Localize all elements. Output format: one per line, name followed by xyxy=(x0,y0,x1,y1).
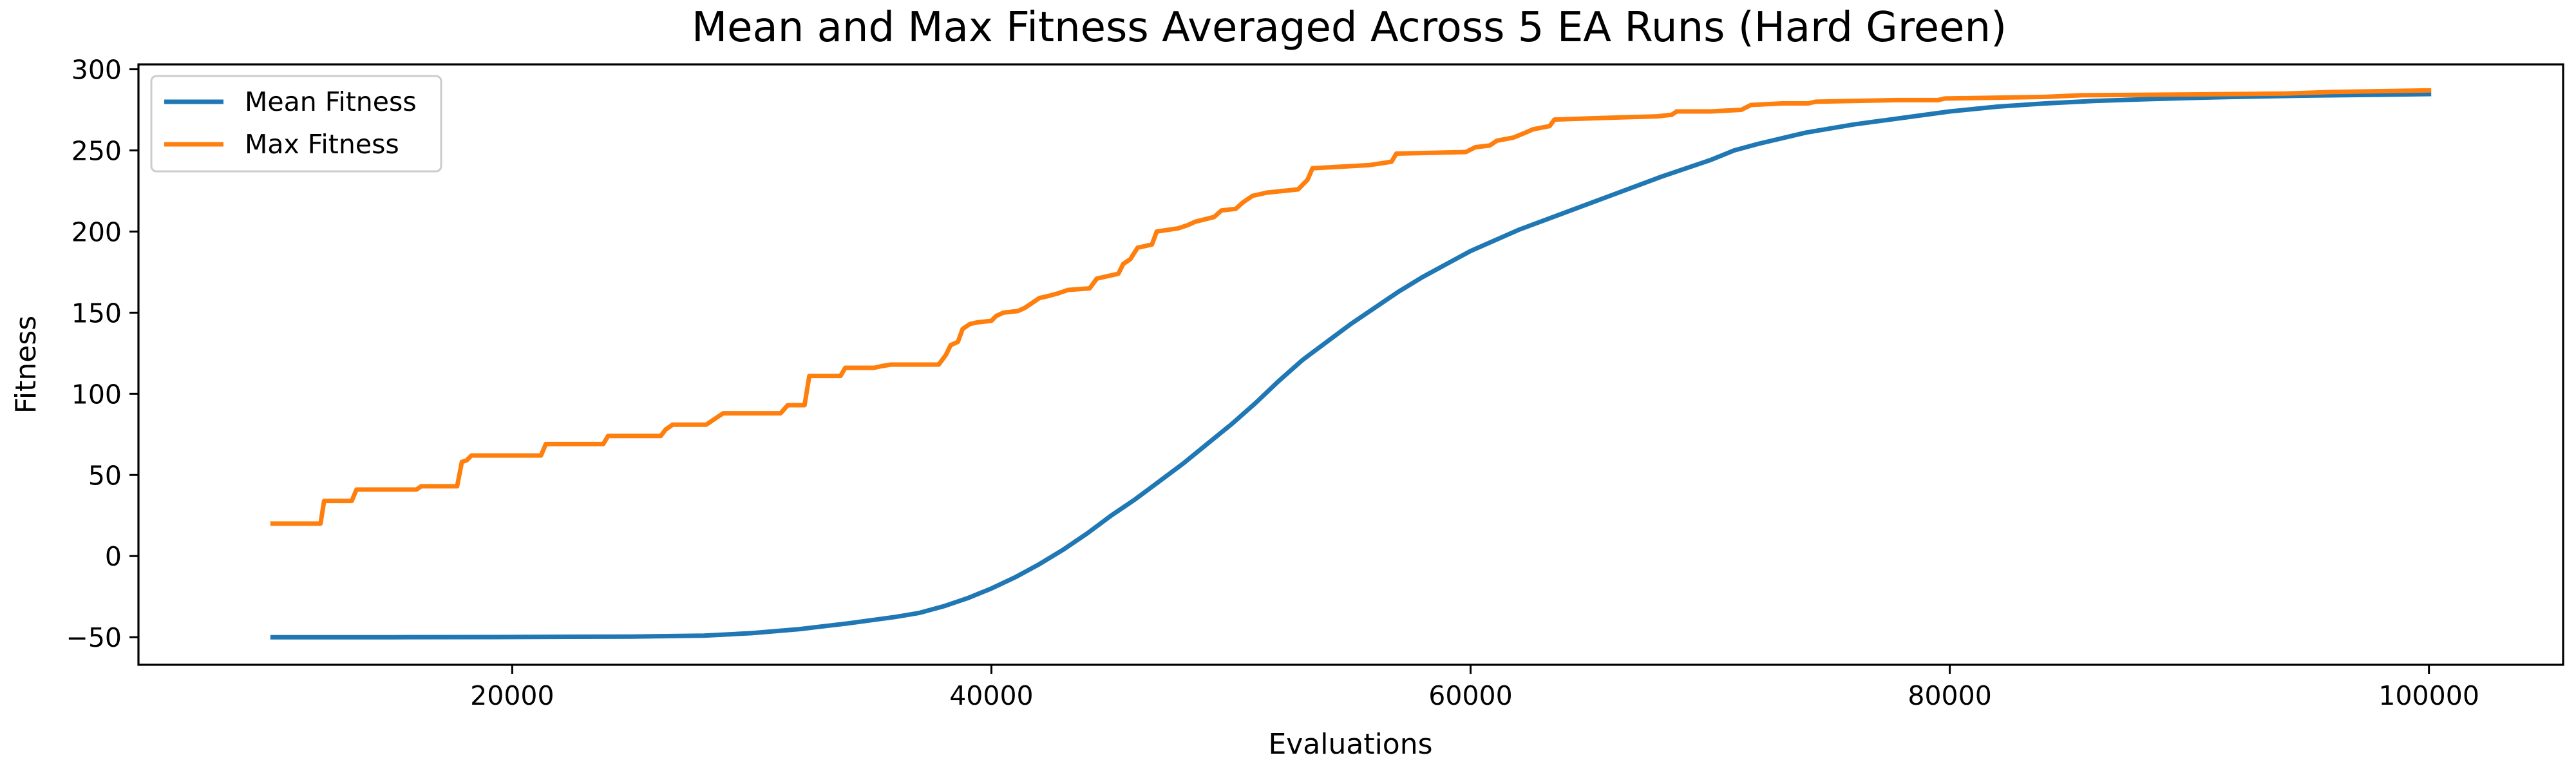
y-tick-label: 50 xyxy=(88,460,122,491)
x-tick-label: 100000 xyxy=(2378,680,2479,711)
y-tick-label: 0 xyxy=(105,541,122,572)
chart-title: Mean and Max Fitness Averaged Across 5 E… xyxy=(692,4,2007,52)
x-tick-label: 40000 xyxy=(949,680,1033,711)
legend: Mean Fitness Max Fitness xyxy=(150,75,442,173)
y-tick-label: 300 xyxy=(71,55,122,86)
y-tick-label: 200 xyxy=(71,216,122,247)
series-lines xyxy=(270,88,2432,640)
x-tick-label: 60000 xyxy=(1428,680,1512,711)
plot-frame xyxy=(137,63,2564,666)
x-tick-label: 20000 xyxy=(470,680,554,711)
y-tick-label: −50 xyxy=(66,622,122,653)
x-axis-label: Evaluations xyxy=(1268,728,1432,761)
legend-box xyxy=(150,75,442,173)
axis-ticks: 20000 40000 60000 80000 100000 −50 0 50 100 150 20… xyxy=(66,55,2479,711)
series-line-max-fitness xyxy=(270,88,2432,526)
y-axis-label: Fitness xyxy=(10,316,43,414)
y-tick-label: 150 xyxy=(71,298,122,329)
plot-area xyxy=(138,64,2563,665)
x-tick-label: 80000 xyxy=(1908,680,1991,711)
legend-label-mean-fitness: Mean Fitness xyxy=(245,86,417,117)
y-tick-label: 250 xyxy=(71,136,122,167)
y-tick-label: 100 xyxy=(71,379,122,410)
series-line-mean-fitness xyxy=(270,91,2432,640)
legend-label-max-fitness: Max Fitness xyxy=(245,129,399,160)
